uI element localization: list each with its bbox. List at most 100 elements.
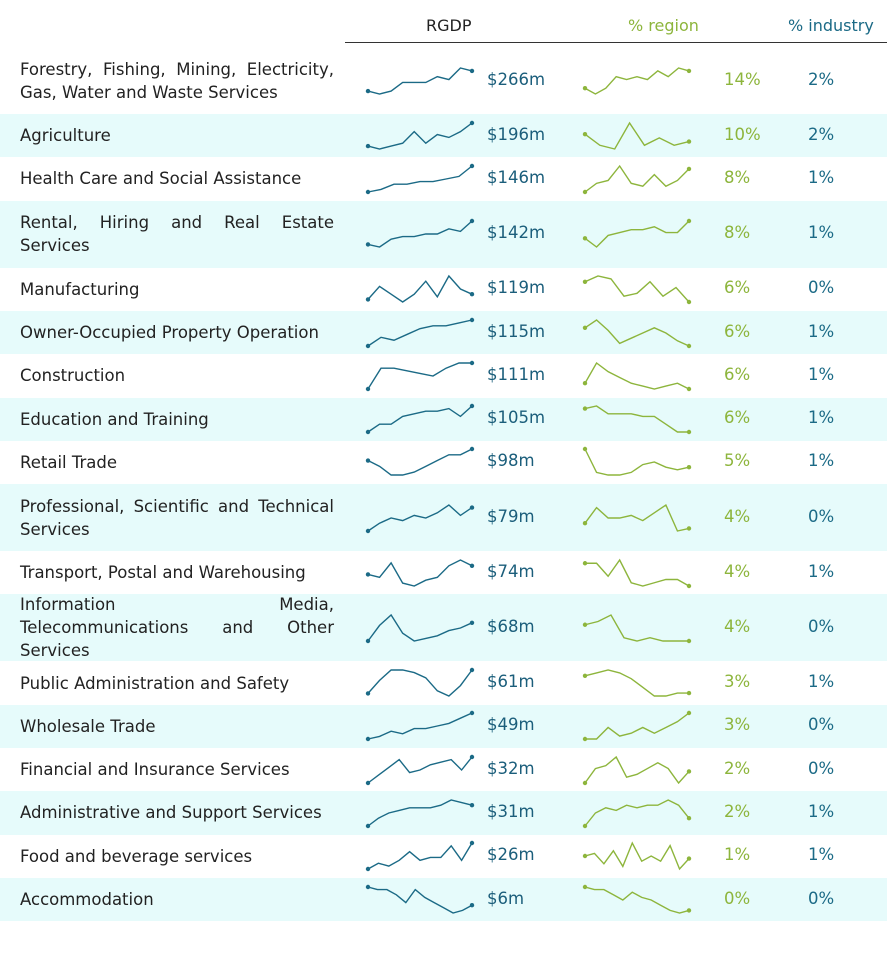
cell-rgdp: $32m <box>487 758 535 778</box>
table-row: Agriculture $196m 10% 2% <box>0 114 887 158</box>
sparkline <box>365 667 475 697</box>
cell-region: 1% <box>724 845 751 865</box>
sparkline <box>365 711 475 742</box>
cell-industry: 0% <box>808 888 835 908</box>
sparkline-dot <box>582 325 588 330</box>
sparkline-path <box>367 318 473 347</box>
cell-region: 2% <box>724 801 751 821</box>
sparkline-dot <box>686 690 692 696</box>
sparkline <box>582 361 692 392</box>
sparkline-dot <box>469 163 475 169</box>
cell-region: 5% <box>724 451 751 471</box>
row-label: Agriculture <box>20 126 111 146</box>
sparkline-dot <box>469 218 475 224</box>
sparkline <box>365 884 475 914</box>
sparkline-dot <box>582 447 588 452</box>
sparkline-dot <box>365 242 371 247</box>
sparkline-dot <box>365 189 371 195</box>
sparkline-path <box>367 712 473 741</box>
sparkline-dot <box>469 563 475 568</box>
row-label: Public Administration and Safety <box>20 673 290 693</box>
sparkline-dot <box>686 343 692 348</box>
cell-industry: 0% <box>808 506 835 526</box>
cell-region: 6% <box>724 364 751 384</box>
sparkline-path <box>584 669 689 697</box>
sparkline <box>365 558 475 587</box>
sparkline-dot <box>469 620 475 625</box>
sparkline-path <box>367 799 473 827</box>
sparkline <box>365 613 475 644</box>
row-label: Owner-Occupied Property Operation <box>20 323 319 343</box>
sparkline-path <box>584 361 690 390</box>
sparkline-path <box>584 121 690 150</box>
sparkline-dot <box>365 780 371 785</box>
cell-rgdp: $146m <box>487 167 546 187</box>
sparkline-dot <box>582 884 588 889</box>
cell-industry: 1% <box>808 223 835 243</box>
table-row: Manufacturing $119m 6% 0% <box>0 268 887 311</box>
sparkline-path <box>584 164 690 193</box>
sparkline-dot <box>365 343 371 348</box>
cell-region: 6% <box>724 278 751 298</box>
cell-region: 0% <box>724 888 751 908</box>
sparkline-path <box>367 613 473 642</box>
cell-region: 10% <box>724 124 761 144</box>
sparkline-dot <box>582 780 588 785</box>
table-row: Food and beverage services $26m 1% 1% <box>0 835 887 878</box>
sparkline-dot <box>365 458 371 464</box>
sparkline-dot <box>582 85 588 90</box>
table-row: Accommodation $6m 0% 0% <box>0 877 887 922</box>
sparkline-dot <box>582 279 588 285</box>
cell-rgdp: $119m <box>487 278 546 298</box>
sparkline-path <box>584 449 690 477</box>
row-label: Construction <box>20 366 126 386</box>
sparkline <box>365 360 475 392</box>
sparkline <box>582 164 692 195</box>
cell-rgdp: $266m <box>487 69 546 89</box>
row-label: Financial and Insurance Services <box>20 760 290 780</box>
sparkline <box>582 613 692 644</box>
sparkline-dot <box>469 902 475 907</box>
sparkline-dot <box>582 406 588 411</box>
sparkline-dot <box>469 754 475 759</box>
sparkline-path <box>367 503 473 532</box>
cell-industry: 1% <box>808 321 835 341</box>
row-label: Rental, Hiring and Real Estate Services <box>20 213 334 256</box>
cell-rgdp: $61m <box>487 672 535 692</box>
sparkline-path <box>584 755 690 784</box>
sparkline-path <box>367 275 473 304</box>
sparkline-dot <box>686 139 692 144</box>
sparkline <box>582 799 692 829</box>
sparkline-dot <box>365 88 371 93</box>
sparkline-dot <box>582 673 588 679</box>
row-label: Wholesale Trade <box>20 716 156 736</box>
table-row: Rental, Hiring and Real Estate Services $… <box>0 200 887 268</box>
cell-rgdp: $6m <box>487 888 525 908</box>
sparkline-dot <box>686 166 692 172</box>
sparkline-dot <box>582 520 588 525</box>
sparkline-dot <box>365 429 371 435</box>
sparkline-dot <box>469 841 475 846</box>
sparkline-dot <box>469 667 475 673</box>
sparkline-dot <box>686 711 692 716</box>
row-label: Forestry, Fishing, Mining, Electricity, … <box>20 59 334 102</box>
cell-rgdp: $31m <box>487 801 535 821</box>
sparkline-dot <box>365 737 371 742</box>
sparkline-dot <box>469 447 475 452</box>
sparkline-dot <box>582 622 588 627</box>
sparkline-path <box>585 558 690 587</box>
row-label: Transport, Postal and Warehousing <box>20 563 306 583</box>
cell-industry: 0% <box>808 758 835 778</box>
cell-rgdp: $105m <box>487 408 546 428</box>
sparkline-dot <box>365 143 371 148</box>
sparkline <box>365 841 475 872</box>
cell-region: 4% <box>724 561 751 581</box>
sparkline <box>365 163 475 195</box>
header-rgdp: RGDP <box>426 16 472 35</box>
sparkline-dot <box>365 823 371 829</box>
sparkline-dot <box>469 292 475 297</box>
sparkline-dot <box>365 638 371 644</box>
sparkline-path <box>367 885 473 914</box>
sparkline-dot <box>582 854 588 859</box>
sparkline-dot <box>686 386 692 392</box>
